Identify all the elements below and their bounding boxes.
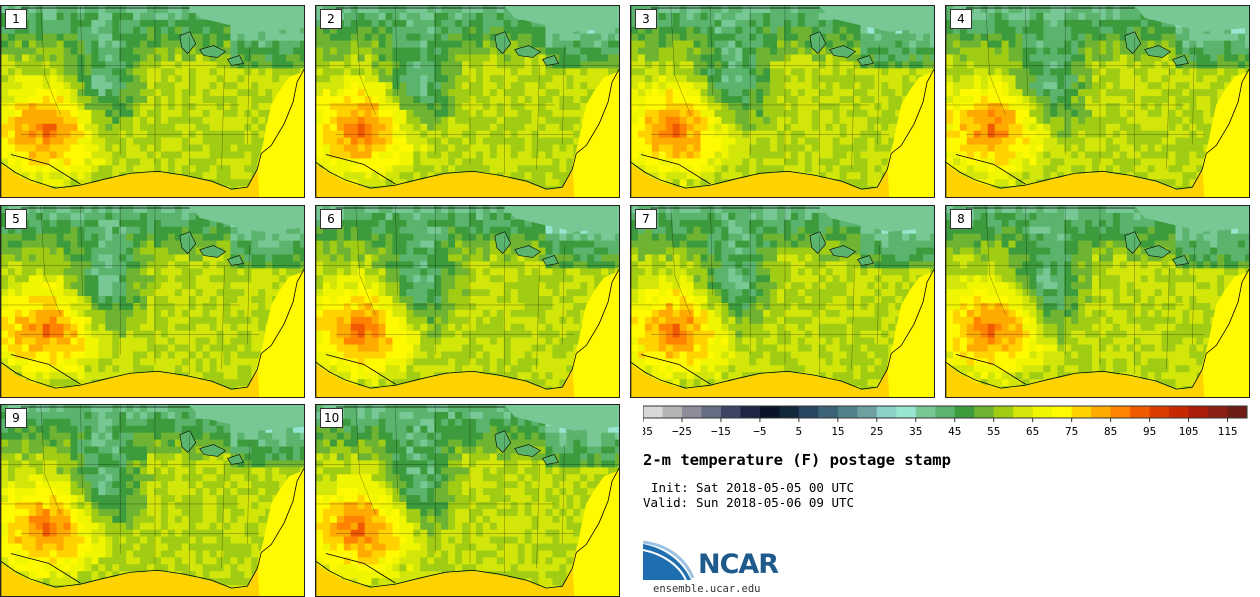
temperature-map — [631, 6, 934, 197]
colorbar-segment — [993, 406, 1014, 418]
colorbar-segment — [779, 406, 800, 418]
colorbar-tick-label: 65 — [1026, 425, 1039, 438]
colorbar-segment — [1032, 406, 1053, 418]
panel-number-label: 10 — [320, 408, 344, 428]
postage-stamp-panel: 2 — [315, 5, 620, 198]
colorbar-segment — [1091, 406, 1112, 418]
colorbar-tick-label: −5 — [753, 425, 766, 438]
valid-label: Valid: — [643, 495, 689, 510]
colorbar-tick-label: 15 — [831, 425, 844, 438]
postage-stamp-panel: 5 — [0, 205, 305, 398]
init-label: Init: — [651, 480, 689, 495]
colorbar-segment — [1110, 406, 1131, 418]
colorbar-segment — [954, 406, 975, 418]
colorbar-tick-label: 105 — [1179, 425, 1199, 438]
temperature-map — [1, 206, 304, 397]
colorbar-tick-label: −35 — [643, 425, 653, 438]
postage-stamp-panel: 8 — [945, 205, 1250, 398]
valid-value: Sun 2018-05-06 09 UTC — [696, 495, 855, 510]
colorbar-tick-label: 95 — [1143, 425, 1156, 438]
colorbar-segment — [1227, 406, 1248, 418]
colorbar-tick-label: 5 — [796, 425, 803, 438]
colorbar-segment — [740, 406, 761, 418]
colorbar-segment — [935, 406, 956, 418]
colorbar-segment — [818, 406, 839, 418]
postage-stamp-panel: 4 — [945, 5, 1250, 198]
postage-stamp-panel: 10 — [315, 404, 620, 597]
colorbar-segment — [1149, 406, 1170, 418]
colorbar-segment — [759, 406, 780, 418]
panel-number-label: 4 — [950, 9, 972, 29]
colorbar-segment — [974, 406, 995, 418]
panel-number-label: 7 — [635, 209, 657, 229]
colorbar-tick-label: 55 — [987, 425, 1000, 438]
postage-stamp-panel: 3 — [630, 5, 935, 198]
colorbar-segment — [701, 406, 722, 418]
colorbar-tick-label: 115 — [1218, 425, 1238, 438]
colorbar-tick-label: 75 — [1065, 425, 1078, 438]
init-value: Sat 2018-05-05 00 UTC — [696, 480, 855, 495]
temperature-map — [316, 206, 619, 397]
panel-number-label: 9 — [5, 408, 27, 428]
colorbar-segment — [720, 406, 741, 418]
chart-title: 2-m temperature (F) postage stamp — [643, 451, 951, 469]
colorbar-segment — [837, 406, 858, 418]
panel-number-label: 1 — [5, 9, 27, 29]
postage-stamp-panel: 6 — [315, 205, 620, 398]
temperature-colorbar: −35 −25 −15 −5 5 15 25 35 45 55 65 75 85 95 105 115 — [643, 405, 1248, 438]
colorbar-segment — [662, 406, 683, 418]
panel-number-label: 5 — [5, 209, 27, 229]
postage-stamp-panel: 1 — [0, 5, 305, 198]
panel-number-label: 6 — [320, 209, 342, 229]
colorbar-segment — [1188, 406, 1209, 418]
colorbar-segment — [876, 406, 897, 418]
colorbar-segment — [1130, 406, 1151, 418]
colorbar-segment — [1052, 406, 1073, 418]
colorbar-segment — [1169, 406, 1190, 418]
temperature-map — [946, 206, 1249, 397]
colorbar-segment — [1208, 406, 1229, 418]
colorbar-tick-label: −15 — [711, 425, 731, 438]
colorbar-segment — [1071, 406, 1092, 418]
panel-number-label: 2 — [320, 9, 342, 29]
temperature-map — [316, 6, 619, 197]
ncar-logo-icon — [643, 540, 695, 581]
colorbar-segment — [643, 406, 663, 418]
colorbar-tick-label: 25 — [870, 425, 883, 438]
temperature-map — [631, 206, 934, 397]
temperature-map — [1, 6, 304, 197]
colorbar-tick-label: 85 — [1104, 425, 1117, 438]
colorbar-segment — [681, 406, 702, 418]
colorbar-tick-label: −25 — [672, 425, 692, 438]
ncar-logo-text: NCAR — [698, 549, 779, 580]
postage-stamp-panel: 7 — [630, 205, 935, 398]
colorbar-segment — [1013, 406, 1034, 418]
panel-number-label: 3 — [635, 9, 657, 29]
colorbar-tick-label: 45 — [948, 425, 961, 438]
colorbar-segment — [857, 406, 878, 418]
postage-stamp-panel: 9 — [0, 404, 305, 597]
temperature-map — [1, 405, 304, 596]
temperature-map — [316, 405, 619, 596]
colorbar-segment — [915, 406, 936, 418]
temperature-map — [946, 6, 1249, 197]
panel-number-label: 8 — [950, 209, 972, 229]
colorbar-segment — [896, 406, 917, 418]
colorbar-segment — [798, 406, 819, 418]
colorbar-tick-label: 35 — [909, 425, 922, 438]
site-url: ensemble.ucar.edu — [653, 583, 761, 595]
